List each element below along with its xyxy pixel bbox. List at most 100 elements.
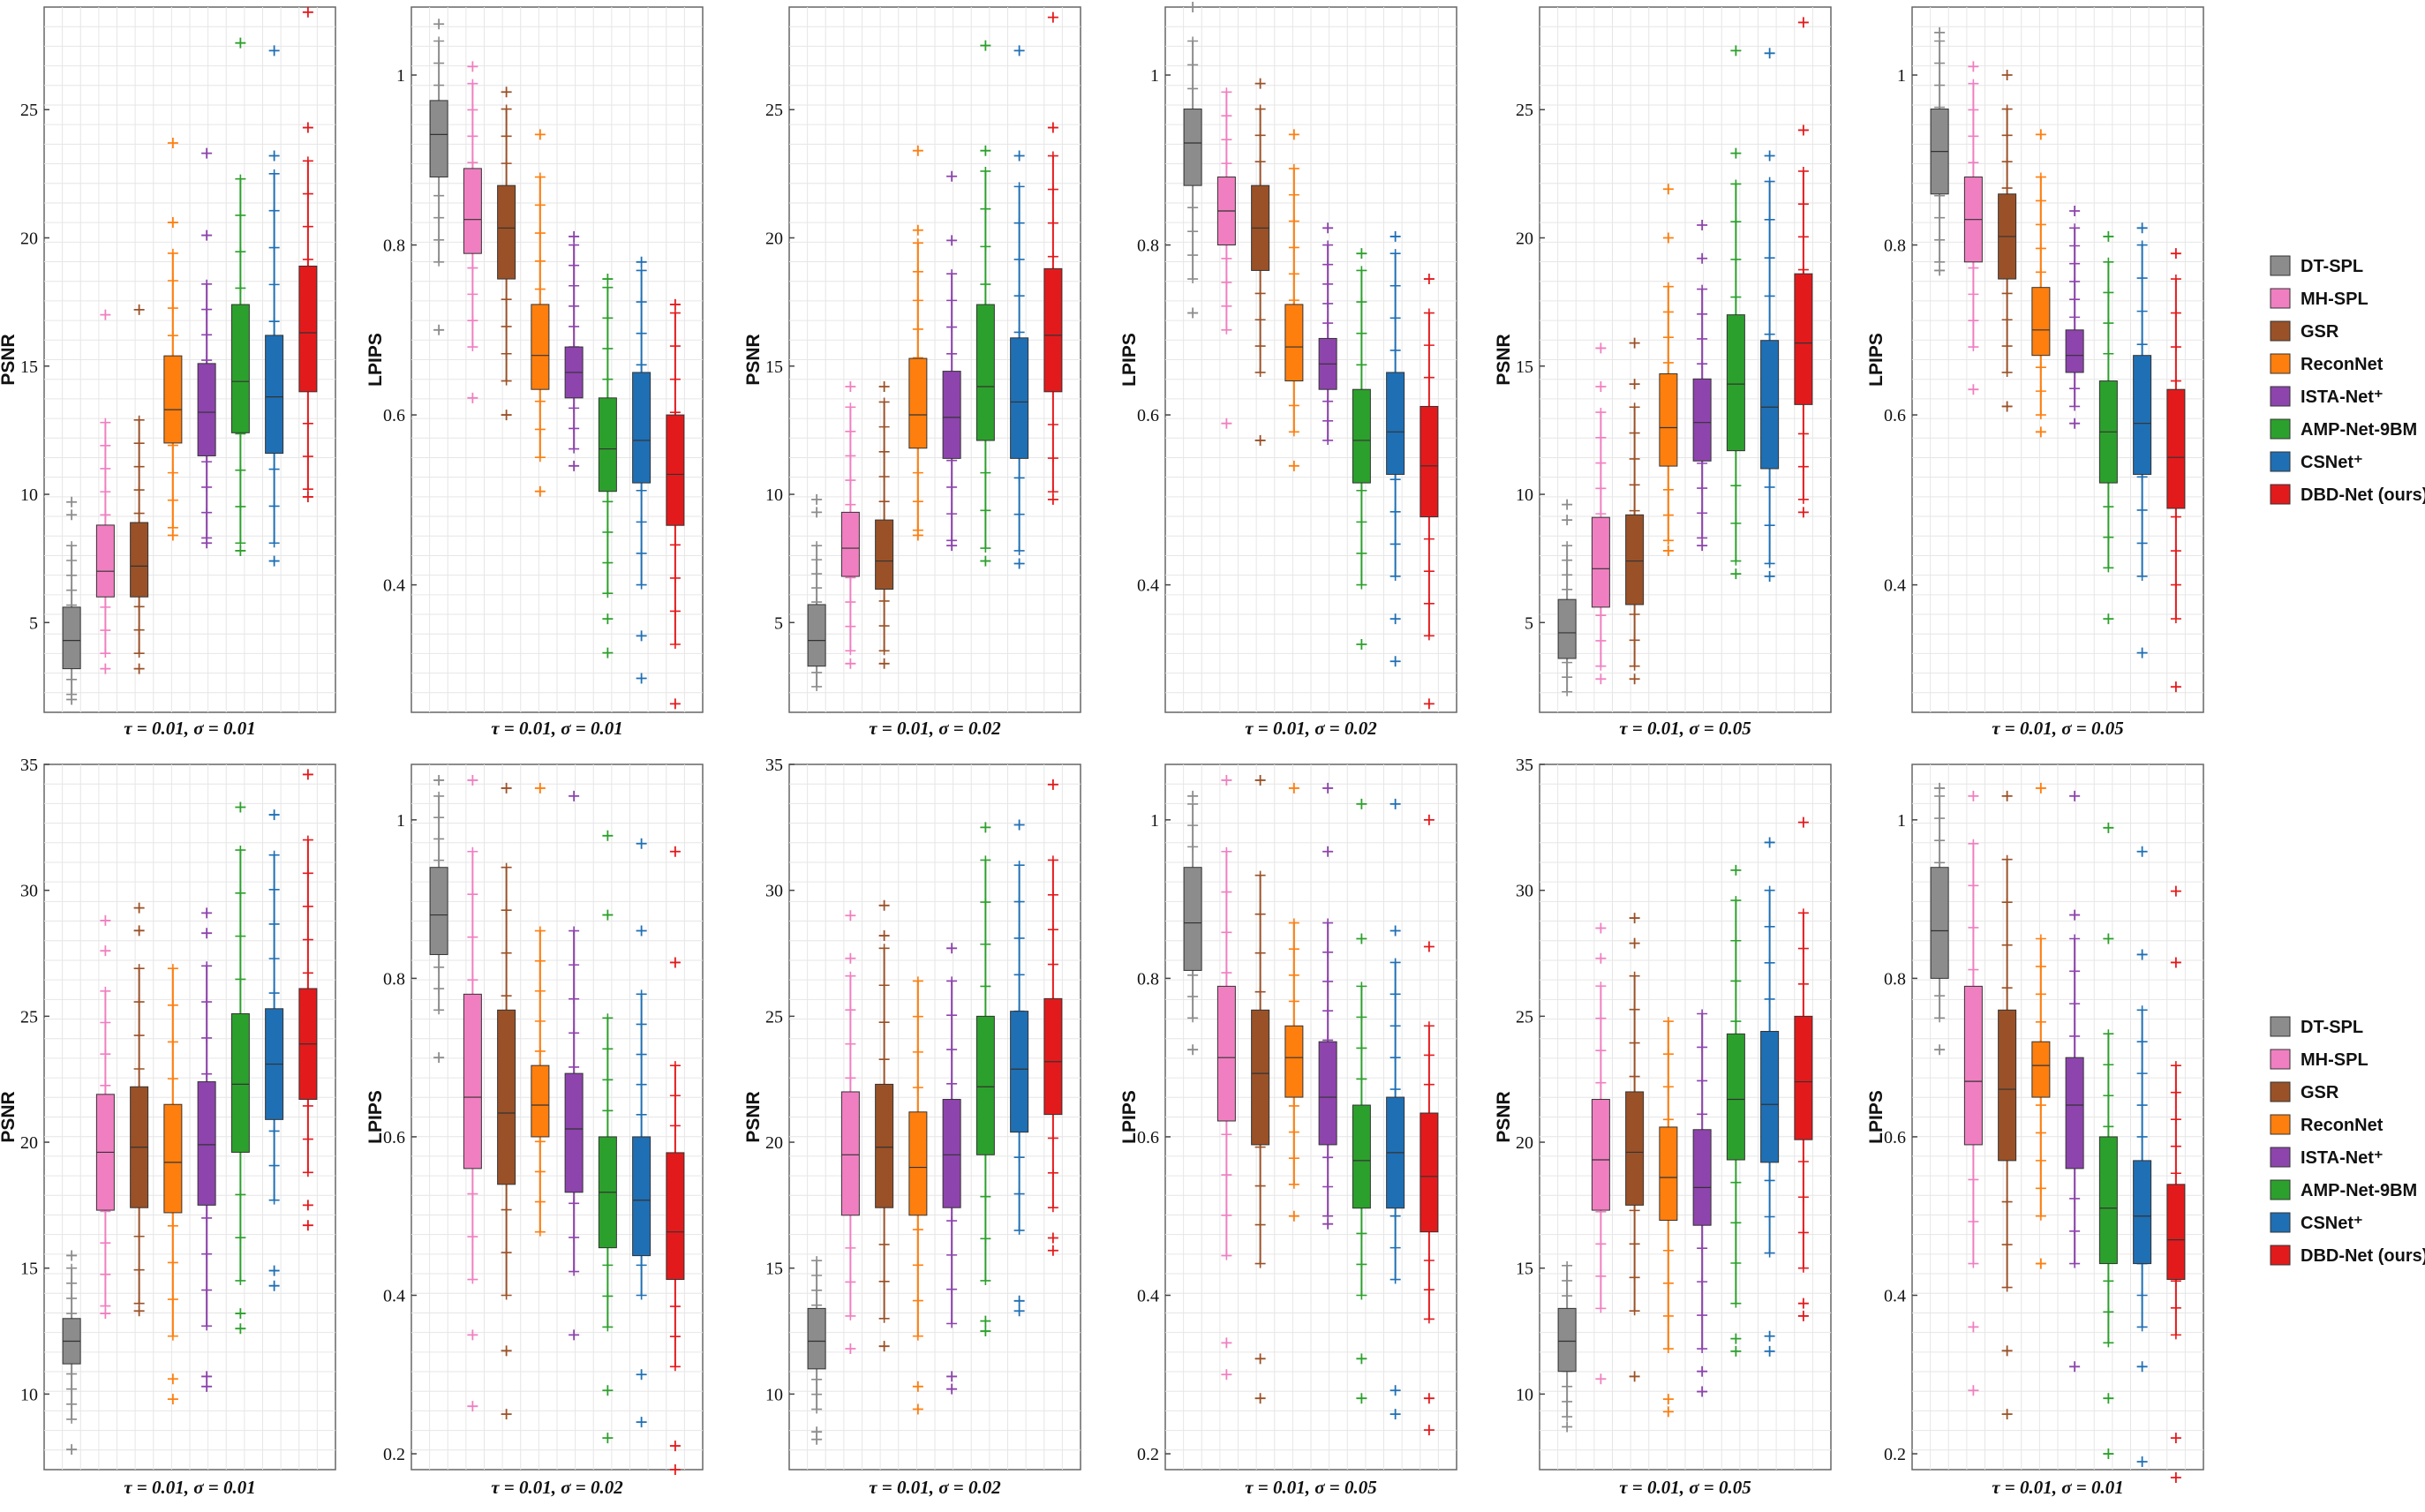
- box-series-4: [908, 976, 928, 1415]
- box-series-5: [1318, 222, 1337, 445]
- outlier-marker: [2170, 681, 2181, 693]
- y-tick-label: 0.4: [1884, 576, 1906, 596]
- sample-marker: [467, 846, 478, 856]
- outlier-marker: [534, 129, 546, 140]
- sample-marker: [1629, 1239, 1640, 1249]
- sample-marker: [2069, 1259, 2081, 1268]
- box-series-8: [666, 846, 685, 1475]
- box: [875, 1083, 894, 1208]
- sample-marker: [467, 158, 478, 168]
- y-tick-label: 10: [20, 1385, 38, 1404]
- sample-marker: [133, 508, 145, 518]
- sample-marker: [1968, 922, 1979, 932]
- box-series-5: [564, 230, 584, 471]
- box-series-1: [429, 19, 448, 335]
- sample-marker: [1288, 243, 1299, 252]
- sample-marker: [302, 418, 313, 428]
- sample-marker: [1764, 253, 1775, 263]
- sample-marker: [1389, 958, 1401, 967]
- outlier-marker: [1764, 571, 1775, 583]
- sample-marker: [1013, 291, 1025, 301]
- sample-marker: [845, 971, 856, 981]
- box-series-3: [1251, 774, 1270, 1404]
- outlier-marker: [1288, 460, 1299, 471]
- outlier-marker: [878, 930, 890, 942]
- outlier-marker: [201, 538, 213, 549]
- outlier-marker: [602, 1385, 614, 1396]
- y-axis-label: PSNR: [0, 334, 19, 385]
- panel-caption: τ = 0.01, σ = 0.02: [491, 1477, 623, 1498]
- sample-marker: [534, 172, 546, 182]
- outlier-marker: [1322, 846, 1334, 857]
- sample-marker: [811, 1285, 823, 1295]
- sample-marker: [302, 254, 313, 264]
- box: [531, 304, 550, 390]
- legend-label: GSR: [2301, 322, 2339, 342]
- outlier-marker: [1356, 248, 1367, 260]
- sample-marker: [1322, 435, 1334, 445]
- box-series-2: [463, 774, 482, 1412]
- sample-marker: [2170, 546, 2181, 556]
- sample-marker: [2136, 1069, 2148, 1079]
- sample-marker: [167, 1258, 178, 1268]
- outlier-marker: [569, 230, 580, 242]
- y-tick-label: 15: [20, 1260, 38, 1279]
- sample-marker: [946, 1045, 958, 1055]
- chart-panel: 0.2 0.4 0.6 0.8 1 LPIPS τ = 0.01, σ = 0.01: [1866, 764, 2204, 1498]
- box: [1386, 372, 1405, 475]
- sample-marker: [2069, 223, 2081, 233]
- sample-marker: [980, 1192, 991, 1201]
- sample-marker: [201, 1069, 213, 1079]
- box-series-2: [840, 910, 860, 1355]
- sample-marker: [433, 191, 445, 200]
- box: [1591, 516, 1610, 608]
- sample-marker: [1013, 545, 1025, 555]
- outlier-marker: [1389, 230, 1401, 242]
- sample-marker: [1697, 1076, 1708, 1086]
- sample-marker: [467, 975, 478, 985]
- sample-marker: [534, 425, 546, 434]
- sample-marker: [1356, 548, 1367, 558]
- box-series-2: [1963, 61, 1983, 395]
- sample-marker: [2170, 376, 2181, 386]
- grid: [1912, 7, 2203, 712]
- outlier-marker: [1797, 124, 1809, 136]
- sample-marker: [980, 204, 991, 214]
- sample-marker: [1629, 402, 1640, 412]
- sample-marker: [1047, 454, 1058, 463]
- box: [1794, 1015, 1813, 1140]
- sample-marker: [912, 1012, 923, 1021]
- sample-marker: [501, 1248, 512, 1258]
- sample-marker: [2170, 1087, 2181, 1097]
- sample-marker: [1730, 292, 1742, 302]
- sample-marker: [1934, 1013, 1946, 1023]
- box: [1352, 388, 1371, 484]
- outlier-marker: [1254, 434, 1266, 446]
- sample-marker: [201, 508, 213, 517]
- box: [1659, 1126, 1678, 1221]
- box-series-8: [1043, 779, 1063, 1256]
- outlier-marker: [2170, 957, 2181, 968]
- sample-marker: [235, 1275, 246, 1285]
- box: [1557, 598, 1577, 659]
- box: [497, 184, 516, 280]
- outlier-marker: [878, 1341, 890, 1352]
- outlier-marker: [2136, 222, 2148, 234]
- outlier-marker: [2103, 1393, 2114, 1404]
- sample-marker: [912, 267, 923, 276]
- box-series-6: [2098, 230, 2118, 625]
- sample-marker: [2001, 1197, 2013, 1207]
- sample-marker: [1595, 484, 1607, 493]
- sample-marker: [1288, 269, 1299, 279]
- outlier-marker: [669, 846, 681, 857]
- outlier-marker: [1934, 1044, 1946, 1056]
- sample-marker: [1322, 416, 1334, 425]
- sample-marker: [268, 1161, 280, 1170]
- sample-marker: [1423, 1255, 1435, 1265]
- sample-marker: [1730, 518, 1742, 528]
- sample-marker: [2103, 563, 2114, 573]
- sample-marker: [980, 982, 991, 991]
- sample-marker: [534, 1046, 546, 1056]
- box: [1692, 1129, 1712, 1226]
- legend-swatch: [2270, 1212, 2291, 1233]
